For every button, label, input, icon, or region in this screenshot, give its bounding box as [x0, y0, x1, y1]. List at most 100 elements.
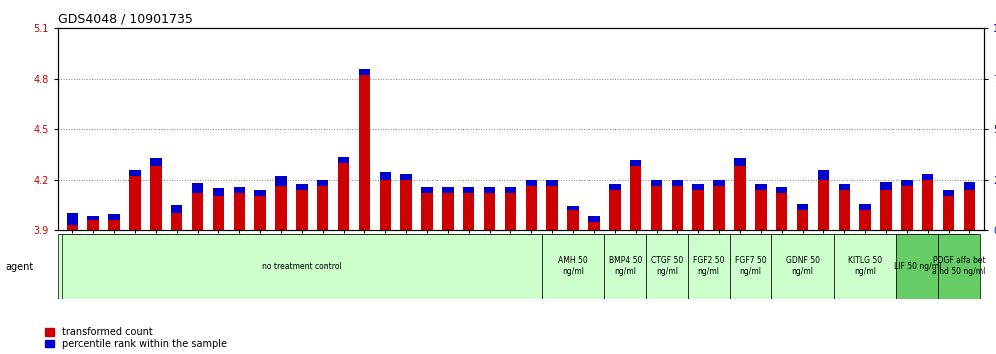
Bar — [421, 187, 433, 193]
Bar — [734, 158, 746, 166]
Bar — [379, 172, 391, 179]
Text: no treatment control: no treatment control — [262, 262, 342, 271]
Bar — [755, 190, 767, 230]
Bar — [109, 214, 120, 220]
Bar — [150, 158, 161, 166]
Bar — [484, 193, 495, 230]
Bar — [463, 187, 474, 193]
Bar — [922, 179, 933, 230]
Bar — [650, 180, 662, 186]
Bar — [88, 216, 99, 220]
Bar — [688, 234, 729, 299]
Bar — [922, 173, 933, 179]
Bar — [317, 180, 329, 186]
Bar — [254, 190, 266, 196]
Text: AMH 50
ng/ml: AMH 50 ng/ml — [558, 256, 588, 276]
Bar — [150, 166, 161, 230]
Bar — [901, 180, 912, 186]
Bar — [442, 193, 453, 230]
Bar — [171, 213, 182, 230]
Bar — [713, 180, 725, 186]
Bar — [692, 190, 704, 230]
Bar — [671, 186, 683, 230]
Bar — [943, 190, 954, 196]
Bar — [233, 187, 245, 193]
Bar — [359, 75, 371, 230]
Bar — [818, 179, 829, 230]
Text: FGF2 50
ng/ml: FGF2 50 ng/ml — [693, 256, 724, 276]
Bar — [729, 234, 771, 299]
Bar — [129, 176, 140, 230]
Bar — [192, 193, 203, 230]
Bar — [629, 160, 641, 166]
Bar — [400, 173, 412, 179]
Bar — [109, 220, 120, 230]
Bar — [192, 183, 203, 193]
Bar — [713, 186, 725, 230]
Bar — [834, 234, 896, 299]
Bar — [776, 193, 788, 230]
Bar — [442, 187, 453, 193]
Bar — [692, 184, 704, 190]
Bar — [338, 157, 350, 163]
Bar — [901, 186, 912, 230]
Bar — [568, 206, 579, 210]
Bar — [275, 176, 287, 186]
Bar — [67, 213, 78, 225]
Bar — [547, 186, 558, 230]
Text: GDNF 50
ng/ml: GDNF 50 ng/ml — [786, 256, 820, 276]
Text: LIF 50 ng/ml: LIF 50 ng/ml — [893, 262, 941, 271]
Bar — [484, 187, 495, 193]
Bar — [589, 216, 600, 222]
Bar — [421, 193, 433, 230]
Bar — [568, 210, 579, 230]
Bar — [213, 188, 224, 196]
Text: GDS4048 / 10901735: GDS4048 / 10901735 — [58, 13, 192, 26]
Bar — [67, 225, 78, 230]
Bar — [379, 179, 391, 230]
Bar — [880, 190, 891, 230]
Bar — [505, 187, 516, 193]
Bar — [771, 234, 834, 299]
Bar — [463, 193, 474, 230]
Bar — [317, 186, 329, 230]
Bar — [589, 222, 600, 230]
Bar — [88, 220, 99, 230]
Bar — [943, 196, 954, 230]
Bar — [629, 166, 641, 230]
Bar — [338, 163, 350, 230]
Text: CTGF 50
ng/ml: CTGF 50 ng/ml — [650, 256, 683, 276]
Bar — [505, 193, 516, 230]
Bar — [839, 190, 850, 230]
Bar — [296, 184, 308, 190]
Bar — [62, 234, 542, 299]
Bar — [526, 186, 537, 230]
Bar — [542, 234, 605, 299]
Bar — [275, 186, 287, 230]
Bar — [671, 180, 683, 186]
Text: agent: agent — [5, 262, 33, 272]
Bar — [797, 204, 809, 210]
Text: FGF7 50
ng/ml: FGF7 50 ng/ml — [735, 256, 766, 276]
Bar — [797, 210, 809, 230]
Bar — [839, 184, 850, 190]
Bar — [818, 170, 829, 179]
Bar — [605, 234, 646, 299]
Bar — [860, 204, 871, 210]
Bar — [400, 179, 412, 230]
Bar — [964, 190, 975, 230]
Bar — [547, 180, 558, 186]
Bar — [880, 182, 891, 190]
Bar — [296, 190, 308, 230]
Bar — [964, 182, 975, 190]
Bar — [526, 180, 537, 186]
Bar — [896, 234, 938, 299]
Bar — [609, 184, 621, 190]
Bar — [359, 69, 371, 75]
Text: KITLG 50
ng/ml: KITLG 50 ng/ml — [848, 256, 882, 276]
Bar — [650, 186, 662, 230]
Bar — [646, 234, 688, 299]
Bar — [233, 193, 245, 230]
Bar — [755, 184, 767, 190]
Bar — [938, 234, 980, 299]
